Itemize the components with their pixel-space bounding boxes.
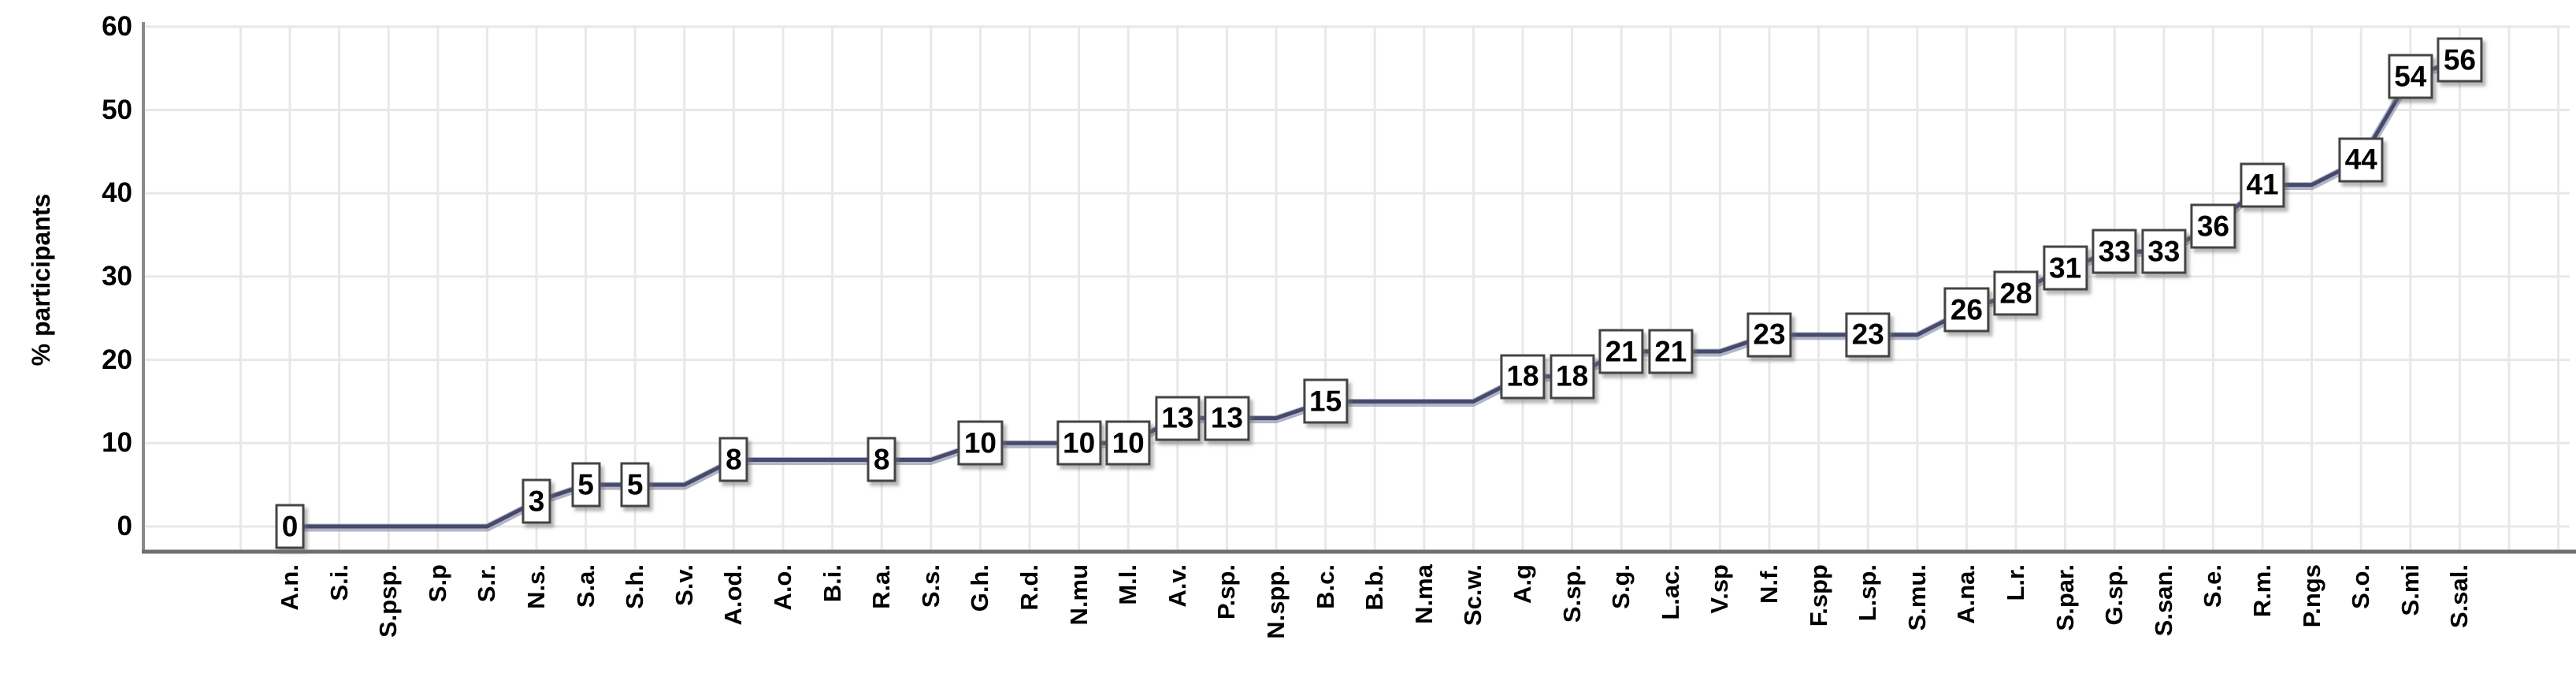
data-label: 36 [2190, 203, 2236, 249]
x-tick-label: L.ac. [1656, 564, 1684, 620]
x-tick-label: F.spp [1804, 564, 1832, 627]
data-label: 28 [1993, 270, 2039, 316]
data-label: 10 [1056, 420, 1102, 466]
x-tick-label: N.spp. [1262, 564, 1290, 639]
x-tick-label: A.n. [276, 564, 303, 611]
x-tick-label: S.r. [473, 564, 501, 603]
data-label: 21 [1648, 329, 1694, 374]
data-label: 23 [1845, 312, 1891, 358]
x-tick-label: S.mu. [1902, 564, 1931, 631]
data-label: 23 [1746, 312, 1792, 358]
x-tick-label: S.p [423, 564, 451, 603]
x-tick-label: A.g [1509, 564, 1536, 604]
x-tick-label: Sc.w. [1459, 564, 1487, 627]
y-tick-label: 20 [102, 344, 132, 375]
data-label: 13 [1155, 396, 1201, 441]
x-tick-label: S.san. [2149, 564, 2177, 637]
x-tick-label: S.g. [1607, 564, 1635, 609]
data-label: 15 [1303, 378, 1349, 424]
x-tick-label: S.i. [325, 564, 353, 601]
y-tick-label: 0 [117, 511, 132, 541]
x-tick-label: S.par. [2051, 564, 2079, 631]
x-tick-label: L.r. [2002, 564, 2029, 601]
data-label: 18 [1500, 354, 1546, 400]
data-label: 10 [1105, 420, 1151, 466]
data-label: 3 [522, 478, 551, 524]
x-tick-label: A.o. [769, 564, 796, 611]
x-tick-label: S.a. [571, 564, 599, 608]
y-tick-label: 60 [102, 10, 132, 42]
y-tick-label: 50 [102, 94, 132, 125]
y-tick-label: 10 [102, 427, 132, 459]
data-label: 5 [571, 462, 601, 508]
data-label: 33 [2092, 229, 2137, 274]
x-tick-label: G.h. [966, 564, 994, 612]
data-label: 56 [2437, 37, 2482, 83]
x-tick-label: P.ngs [2297, 564, 2325, 628]
y-tick-label: 30 [102, 260, 132, 292]
data-label: 54 [2388, 54, 2433, 99]
x-tick-label: V.sp [1706, 564, 1734, 614]
x-tick-label: S.o. [2347, 564, 2375, 609]
x-tick-label: S.v. [670, 564, 698, 606]
data-label: 21 [1598, 329, 1644, 374]
x-tick-label: P.sp. [1212, 564, 1241, 620]
x-tick-label: S.e. [2199, 564, 2227, 608]
x-tick-label: S.s. [916, 564, 945, 608]
data-label: 10 [957, 420, 1003, 466]
x-tick-label: N.ma [1409, 564, 1438, 624]
x-tick-label: B.c. [1311, 564, 1339, 609]
x-tick-label: A.na. [1952, 564, 1980, 624]
y-tick-label: 40 [102, 177, 132, 209]
data-label: 0 [275, 504, 305, 549]
x-tick-label: B.b. [1360, 564, 1389, 611]
data-label: 5 [620, 462, 650, 508]
x-tick-label: A.v. [1163, 564, 1191, 608]
data-label: 41 [2240, 162, 2285, 208]
x-tick-label: R.m. [2248, 564, 2276, 618]
x-tick-label: S.mi [2396, 564, 2424, 616]
data-label: 8 [718, 437, 748, 482]
x-tick-label: S.h. [621, 564, 649, 609]
data-label: 33 [2141, 229, 2187, 274]
x-tick-label: R.d. [1015, 564, 1043, 611]
x-tick-label: S.psp. [374, 564, 403, 638]
x-tick-label: S.sp. [1557, 564, 1586, 623]
x-tick-label: S.sal. [2445, 564, 2474, 628]
x-tick-label: N.s. [522, 564, 550, 609]
x-tick-label: N.f. [1755, 564, 1783, 604]
x-tick-label: M.l. [1114, 564, 1142, 605]
x-tick-label: A.od. [719, 564, 748, 626]
data-label: 26 [1943, 287, 1989, 333]
x-tick-label: L.sp. [1854, 564, 1882, 622]
x-tick-label: R.a. [867, 564, 896, 609]
data-label: 31 [2043, 245, 2088, 291]
data-label: 13 [1204, 396, 1249, 441]
x-tick-label: N.mu [1064, 564, 1093, 626]
data-label: 8 [867, 437, 896, 482]
data-label: 18 [1550, 354, 1595, 400]
x-tick-label: G.sp. [2100, 564, 2129, 626]
x-tick-label: B.i. [818, 564, 846, 603]
data-label: 44 [2338, 137, 2384, 183]
